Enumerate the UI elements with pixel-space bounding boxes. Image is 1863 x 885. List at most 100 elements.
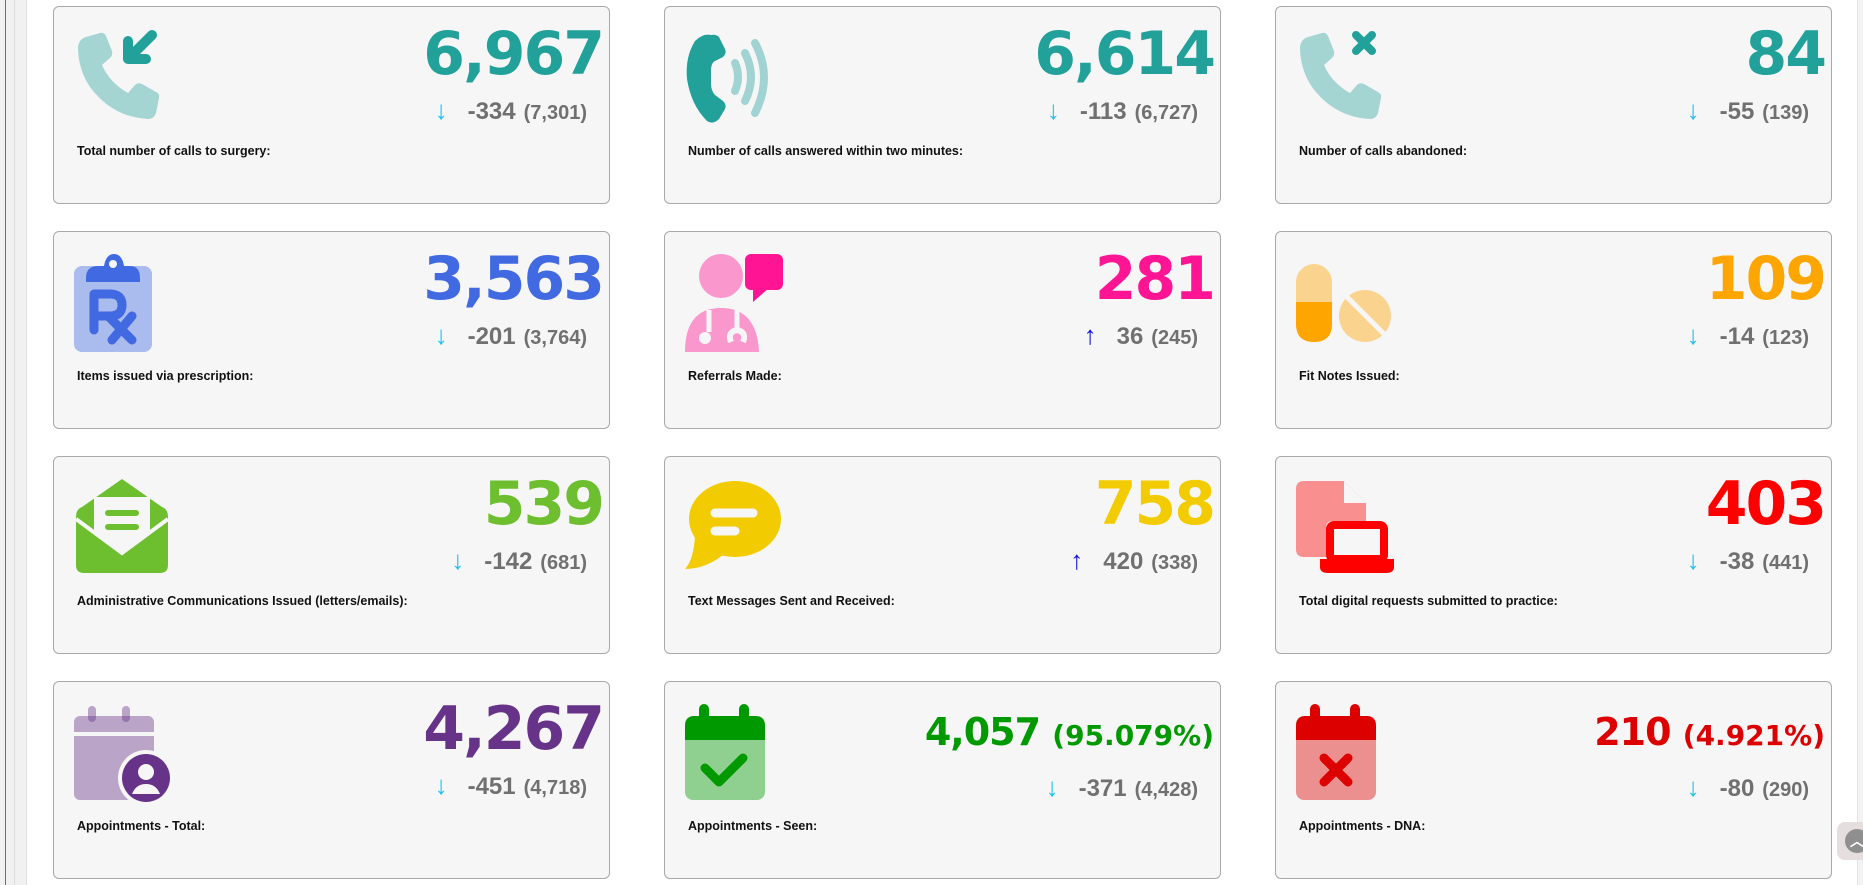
stat-value: 281 xyxy=(1094,236,1216,322)
left-rail-divider xyxy=(14,0,15,885)
stat-value-number: 109 xyxy=(1705,244,1827,314)
comment-lines-icon xyxy=(683,477,783,577)
stat-change: ↓ -451 (4,718) xyxy=(435,770,587,801)
stat-percent: (95.079%) xyxy=(1052,719,1214,752)
stat-value-number: 403 xyxy=(1705,469,1827,539)
stat-card-referrals: 281 ↑ 36 (245) Referrals Made: xyxy=(664,231,1221,429)
arrow-down-icon: ↓ xyxy=(1686,772,1700,802)
stat-change: ↓ -113 (6,727) xyxy=(1047,95,1198,126)
stat-value: 84 xyxy=(1745,11,1827,97)
left-rail xyxy=(0,0,27,885)
stat-delta: -80 xyxy=(1719,775,1755,802)
calendar-check-icon xyxy=(683,702,783,802)
stat-previous-value: (338) xyxy=(1151,552,1198,574)
doctor-speech-icon xyxy=(683,252,783,352)
stat-change: ↓ -142 (681) xyxy=(451,545,587,576)
arrow-up-icon: ↑ xyxy=(1083,320,1097,350)
stat-previous-value: (4,428) xyxy=(1134,779,1198,801)
stat-previous-value: (441) xyxy=(1762,552,1809,574)
stat-delta: -55 xyxy=(1719,98,1755,125)
stat-change: ↑ 420 (338) xyxy=(1070,545,1198,576)
arrow-down-icon: ↓ xyxy=(1686,95,1700,125)
stat-value-number: 4,057 xyxy=(924,710,1041,754)
stat-change: ↓ -334 (7,301) xyxy=(435,95,587,126)
stat-delta: -334 xyxy=(467,98,516,125)
arrow-down-icon: ↓ xyxy=(1045,772,1059,802)
stat-value: 403 xyxy=(1705,461,1827,547)
stat-value-number: 4,267 xyxy=(423,694,605,764)
stat-card-fit-notes: 109 ↓ -14 (123) Fit Notes Issued: xyxy=(1275,231,1832,429)
arrow-down-icon: ↓ xyxy=(434,770,448,800)
stat-change: ↓ -371 (4,428) xyxy=(1046,772,1198,803)
stat-change: ↓ -38 (441) xyxy=(1687,545,1809,576)
stat-value-number: 6,967 xyxy=(423,19,605,89)
stat-label: Items issued via prescription: xyxy=(77,369,254,383)
stat-delta: 36 xyxy=(1116,323,1144,350)
stat-delta: -201 xyxy=(467,323,516,350)
stat-label: Referrals Made: xyxy=(688,369,782,383)
stat-percent: (4.921%) xyxy=(1682,719,1825,752)
stat-label: Fit Notes Issued: xyxy=(1299,369,1400,383)
phone-incoming-icon xyxy=(72,27,172,127)
pills-icon xyxy=(1294,252,1394,352)
stat-value-number: 3,563 xyxy=(423,244,605,314)
stat-delta: -451 xyxy=(467,773,516,800)
stat-delta: -38 xyxy=(1719,548,1755,575)
prescription-clipboard-icon xyxy=(72,252,172,352)
arrow-up-icon: ↑ xyxy=(1070,545,1084,575)
stat-previous-value: (7,301) xyxy=(523,102,587,124)
stat-card-appointments-total: 4,267 ↓ -451 (4,718) Appointments - Total: xyxy=(53,681,610,879)
stat-value-number: 758 xyxy=(1094,469,1216,539)
stat-label: Total digital requests submitted to prac… xyxy=(1299,594,1558,608)
stat-delta: -14 xyxy=(1719,323,1755,350)
stat-card-appointments-seen: 4,057 (95.079%) ↓ -371 (4,428) Appointments … xyxy=(664,681,1221,879)
vertical-scrollbar[interactable] xyxy=(1857,0,1863,885)
envelope-open-text-icon xyxy=(72,477,172,577)
stat-previous-value: (139) xyxy=(1762,102,1809,124)
stat-value: 539 xyxy=(483,461,605,547)
stat-card-digital-requests: 403 ↓ -38 (441) Total digital requests submi… xyxy=(1275,456,1832,654)
stat-value: 109 xyxy=(1705,236,1827,322)
stat-label: Text Messages Sent and Received: xyxy=(688,594,895,608)
arrow-down-icon: ↓ xyxy=(1686,320,1700,350)
stat-card-calls-answered: 6,614 ↓ -113 (6,727) Number of calls answere… xyxy=(664,6,1221,204)
stat-value-number: 281 xyxy=(1094,244,1216,314)
stat-previous-value: (123) xyxy=(1762,327,1809,349)
stat-delta: -142 xyxy=(484,548,533,575)
stat-label: Appointments - DNA: xyxy=(1299,819,1426,833)
stat-previous-value: (681) xyxy=(540,552,587,574)
chevron-up-icon: ︿ xyxy=(1845,829,1863,853)
stat-change: ↓ -14 (123) xyxy=(1687,320,1809,351)
stat-card-admin-comms: 539 ↓ -142 (681) Administrative Communicatio… xyxy=(53,456,610,654)
stat-value: 210 (4.921%) xyxy=(1594,702,1825,766)
arrow-down-icon: ↓ xyxy=(451,545,465,575)
stat-card-text-messages: 758 ↑ 420 (338) Text Messages Sent and Recei… xyxy=(664,456,1221,654)
scroll-to-top-button[interactable]: ︿ xyxy=(1837,822,1863,860)
stat-value: 6,614 xyxy=(1034,11,1216,97)
left-rail-border xyxy=(5,0,6,885)
stat-value-number: 539 xyxy=(483,469,605,539)
phone-missed-icon xyxy=(1294,27,1394,127)
stat-delta: 420 xyxy=(1103,548,1144,575)
stat-label: Total number of calls to surgery: xyxy=(77,144,271,158)
stat-value: 4,057 (95.079%) xyxy=(925,702,1214,766)
stat-label: Appointments - Total: xyxy=(77,819,206,833)
arrow-down-icon: ↓ xyxy=(1046,95,1060,125)
stat-value: 758 xyxy=(1094,461,1216,547)
phone-ringing-icon xyxy=(683,27,783,127)
stat-card-prescriptions: 3,563 ↓ -201 (3,764) Items issued via prescr… xyxy=(53,231,610,429)
stat-value: 6,967 xyxy=(423,11,605,97)
arrow-down-icon: ↓ xyxy=(434,95,448,125)
stat-delta: -371 xyxy=(1078,775,1127,802)
stat-previous-value: (290) xyxy=(1762,779,1809,801)
stat-change: ↓ -201 (3,764) xyxy=(435,320,587,351)
calendar-user-icon xyxy=(72,702,172,802)
stat-previous-value: (6,727) xyxy=(1134,102,1198,124)
stat-previous-value: (245) xyxy=(1151,327,1198,349)
stats-grid: 6,967 ↓ -334 (7,301) Total number of calls t… xyxy=(53,6,1832,879)
file-laptop-icon xyxy=(1294,477,1394,577)
stat-previous-value: (3,764) xyxy=(523,327,587,349)
stat-label: Number of calls answered within two minu… xyxy=(688,144,964,158)
stat-card-calls-abandoned: 84 ↓ -55 (139) Number of calls abandoned: xyxy=(1275,6,1832,204)
stat-value-number: 84 xyxy=(1745,19,1827,89)
